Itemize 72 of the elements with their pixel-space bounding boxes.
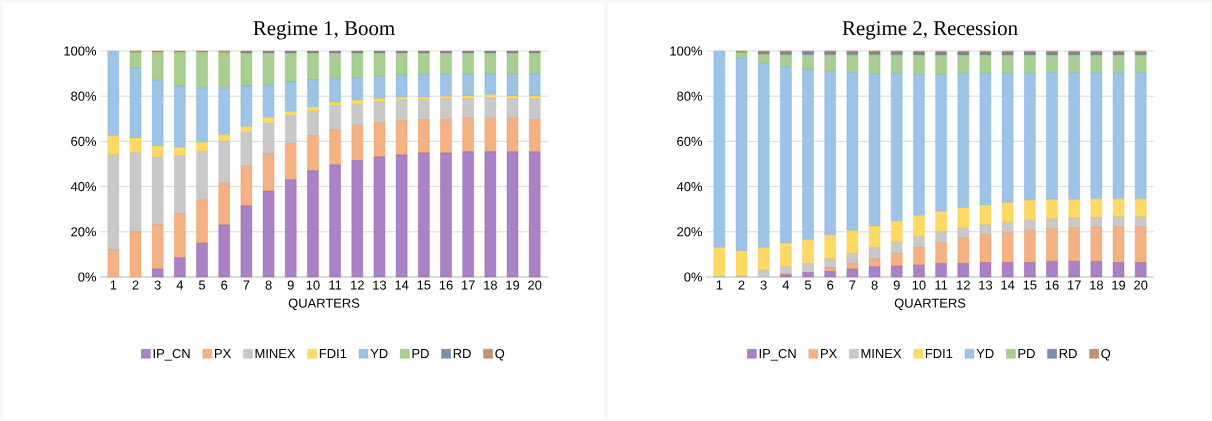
y-tick-label: 40% [676, 182, 703, 192]
x-tick-label: 5 [804, 280, 812, 290]
x-tick-label: 4 [176, 280, 184, 290]
legend-label: FDI1 [319, 349, 347, 358]
x-tick-label: 12 [957, 280, 970, 290]
x-tick-label: 10 [306, 280, 320, 290]
x-tick-label: 1 [110, 280, 117, 290]
x-tick-label: 14 [395, 280, 409, 290]
x-tick-label: 13 [979, 280, 993, 290]
x-tick-label: 1 [716, 280, 723, 290]
y-tick-label: 40% [70, 182, 97, 192]
x-tick-label: 13 [373, 280, 387, 290]
x-tick-label: 19 [1112, 280, 1126, 290]
legend-label: MINEX [255, 349, 296, 358]
legend-label: FDI1 [925, 349, 953, 358]
x-tick-label: 15 [1023, 280, 1037, 290]
y-tick-label: 0% [78, 272, 97, 282]
y-tick-label: 0% [684, 272, 703, 282]
legend-label: Q [1101, 348, 1111, 361]
y-tick-label: 60% [71, 136, 97, 146]
x-tick-label: 17 [461, 280, 475, 290]
x-tick-label: 7 [243, 280, 250, 290]
y-tick-label: 20% [677, 227, 703, 237]
chart-title: Regime 2, Recession [842, 21, 1018, 40]
x-tick-label: 3 [760, 280, 767, 290]
x-tick-label: 6 [827, 280, 834, 290]
y-tick-label: 20% [71, 227, 97, 237]
legend-label: MINEX [861, 349, 902, 358]
x-axis-title: QUARTERS [894, 298, 966, 311]
x-tick-label: 2 [132, 280, 139, 290]
x-tick-label: 3 [154, 280, 161, 290]
y-tick-label: 80% [71, 91, 97, 101]
y-tick-label: 80% [677, 91, 703, 101]
x-tick-label: 16 [1045, 280, 1059, 290]
legend-label: PX [821, 349, 837, 358]
x-tick-label: 18 [484, 280, 497, 290]
y-tick-label: 100% [670, 46, 703, 56]
x-tick-label: 15 [417, 280, 431, 290]
x-tick-label: 12 [351, 280, 364, 290]
legend-label: PD [412, 349, 429, 358]
x-tick-label: 4 [782, 280, 790, 290]
legend-label: RD [453, 349, 471, 358]
legend-label: YD [976, 349, 994, 358]
legend-label: RD [1059, 349, 1077, 358]
x-tick-label: 9 [893, 280, 900, 290]
x-tick-label: 19 [506, 280, 520, 290]
x-tick-label: 11 [329, 280, 342, 290]
x-tick-label: 6 [221, 280, 228, 290]
x-tick-label: 14 [1001, 280, 1015, 290]
x-tick-label: 20 [528, 280, 542, 290]
x-tick-label: 16 [439, 280, 453, 290]
x-tick-label: 18 [1090, 280, 1103, 290]
x-tick-label: 5 [198, 280, 206, 290]
legend-label: YD [370, 349, 388, 358]
legend-label: PD [1018, 349, 1035, 358]
y-tick-label: 60% [677, 136, 703, 146]
x-tick-label: 2 [738, 280, 745, 290]
y-tick-label: 100% [64, 46, 97, 56]
x-axis-title: QUARTERS [288, 298, 360, 311]
x-tick-label: 17 [1067, 280, 1081, 290]
legend-label: Q [495, 348, 505, 361]
legend-label: PX [215, 349, 231, 358]
x-tick-label: 11 [935, 280, 948, 290]
x-tick-label: 8 [871, 280, 878, 290]
x-tick-label: 8 [265, 280, 272, 290]
x-tick-label: 20 [1134, 280, 1148, 290]
x-tick-label: 7 [849, 280, 856, 290]
chart-title: Regime 1, Boom [253, 21, 395, 40]
x-tick-label: 10 [912, 280, 926, 290]
legend-label: IP_CN [153, 348, 190, 361]
x-tick-label: 9 [287, 280, 294, 290]
legend-label: IP_CN [759, 348, 796, 361]
